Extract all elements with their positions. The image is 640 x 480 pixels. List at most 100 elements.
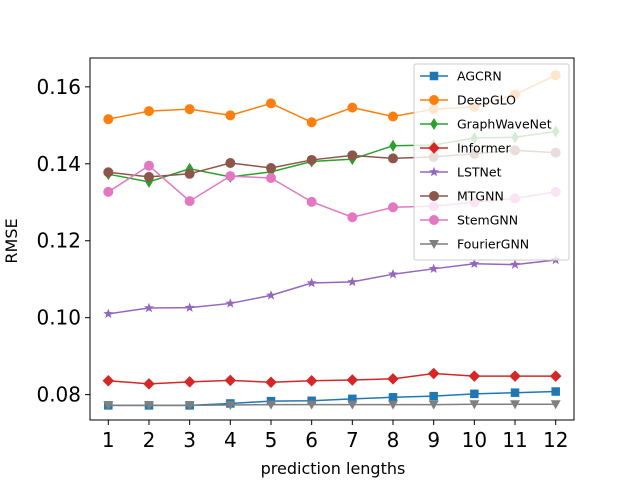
data-point-lstnet — [184, 302, 195, 312]
x-axis-label: prediction lengths — [261, 459, 406, 478]
legend-label-mtgnn: MTGNN — [457, 189, 504, 204]
legend-label-lstnet: LSTNet — [457, 165, 502, 180]
data-point-agcrn — [551, 387, 560, 396]
data-point-agcrn — [510, 388, 520, 397]
data-point-lstnet — [306, 277, 317, 288]
data-point-deepglo — [143, 106, 154, 117]
data-point-agcrn — [388, 393, 398, 402]
x-tick-label: 5 — [265, 428, 278, 452]
data-point-fouriergnn — [510, 400, 521, 410]
data-point-mtgnn — [347, 150, 358, 161]
legend-label-fouriergnn: FourierGNN — [457, 237, 529, 252]
data-point-lstnet — [469, 258, 480, 269]
data-point-lstnet — [388, 268, 398, 279]
legend: AGCRN DeepGLO GraphWaveNet Informer LSTNet MT… — [413, 63, 570, 261]
y-tick-label: 0.10 — [36, 306, 81, 330]
data-point-informer — [346, 374, 359, 386]
data-point-deepglo — [265, 98, 276, 109]
x-tick-label: 1 — [102, 428, 115, 452]
data-point-lstnet — [266, 290, 276, 300]
data-point-mtgnn — [225, 158, 236, 169]
data-point-informer — [509, 370, 521, 382]
data-point-deepglo — [225, 110, 236, 121]
legend-label-graphwavenet: GraphWaveNet — [457, 117, 552, 132]
data-point-stemgnn — [184, 196, 195, 207]
data-point-mtgnn — [265, 163, 276, 174]
data-point-informer — [224, 374, 237, 387]
data-point-informer — [305, 375, 318, 387]
x-tick-label: 12 — [543, 428, 568, 452]
data-point-agcrn — [429, 391, 438, 401]
data-point-fouriergnn — [103, 401, 114, 411]
x-tick-label: 3 — [183, 428, 196, 452]
legend-label-agcrn: AGCRN — [457, 69, 502, 84]
y-tick-label: 0.08 — [36, 383, 81, 407]
data-point-informer — [143, 378, 155, 390]
data-point-informer — [468, 370, 481, 382]
series-fouriergnn — [103, 400, 561, 411]
legend-marker-deepglo — [429, 95, 439, 105]
y-tick-label: 0.12 — [36, 229, 81, 253]
legend-marker-mtgnn — [429, 191, 439, 201]
data-point-lstnet — [347, 276, 358, 287]
data-point-mtgnn — [184, 168, 195, 179]
data-point-informer — [427, 367, 440, 380]
data-point-deepglo — [347, 102, 358, 113]
data-point-lstnet — [143, 302, 154, 313]
data-point-fouriergnn — [184, 401, 195, 411]
series-informer — [102, 367, 562, 390]
data-point-agcrn — [470, 389, 479, 399]
legend-marker-stemgnn — [429, 215, 439, 225]
data-point-stemgnn — [225, 171, 236, 182]
y-tick-label: 0.14 — [36, 152, 81, 176]
legend-label-deepglo: DeepGLO — [457, 93, 516, 108]
legend-marker-informer — [428, 142, 440, 154]
data-point-informer — [265, 376, 277, 389]
x-tick-label: 6 — [305, 428, 318, 452]
data-point-lstnet — [103, 308, 114, 319]
data-point-deepglo — [103, 114, 114, 125]
data-point-mtgnn — [388, 153, 399, 164]
x-tick-label: 7 — [346, 428, 359, 452]
legend-marker-agcrn — [429, 71, 439, 81]
series-line-informer — [108, 372, 556, 385]
x-tick-label: 2 — [143, 428, 156, 452]
data-point-fouriergnn — [225, 400, 236, 410]
data-point-lstnet — [225, 298, 236, 308]
data-point-deepglo — [388, 111, 399, 122]
data-point-stemgnn — [388, 202, 399, 213]
data-point-mtgnn — [143, 171, 154, 182]
data-point-fouriergnn — [550, 400, 561, 410]
series-line-lstnet — [108, 259, 556, 315]
data-point-stemgnn — [103, 186, 114, 197]
data-point-mtgnn — [306, 154, 317, 165]
x-tick-label: 10 — [462, 428, 487, 452]
data-point-mtgnn — [103, 167, 114, 178]
data-point-informer — [387, 373, 399, 385]
y-tick-label: 0.16 — [36, 75, 81, 99]
legend-marker-graphwavenet — [430, 118, 438, 130]
data-point-fouriergnn — [347, 400, 358, 410]
data-point-stemgnn — [143, 160, 154, 171]
x-tick-label: 8 — [387, 428, 400, 452]
legend-box — [413, 63, 570, 261]
data-point-informer — [102, 375, 115, 387]
legend-marker-fouriergnn — [429, 240, 439, 249]
ticks-layer: 1 2 3 4 5 6 7 8 9 10 11 120.080.100.120.140.16 — [36, 75, 568, 452]
data-point-fouriergnn — [143, 401, 154, 411]
data-point-stemgnn — [306, 196, 317, 207]
data-point-informer — [183, 376, 196, 388]
plot-frame — [89, 57, 575, 421]
data-point-lstnet — [510, 259, 521, 269]
data-point-stemgnn — [265, 173, 276, 184]
series-line-fouriergnn — [108, 403, 556, 407]
data-point-agcrn — [348, 394, 357, 404]
axes-frame — [89, 57, 575, 421]
x-tick-label: 11 — [502, 428, 527, 452]
legend-label-informer: Informer — [457, 141, 511, 156]
data-point-informer — [549, 370, 562, 382]
data-point-fouriergnn — [428, 400, 439, 410]
data-point-deepglo — [306, 117, 317, 128]
legend-marker-lstnet — [429, 166, 439, 177]
